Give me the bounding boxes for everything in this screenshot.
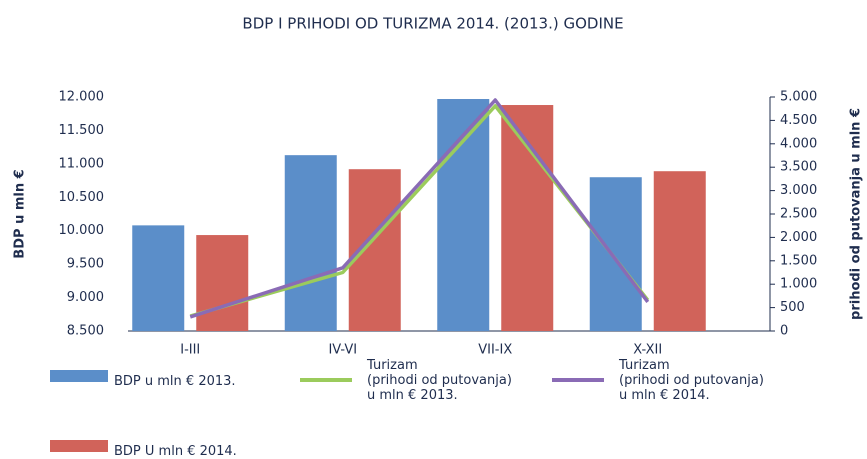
y2-tick-label: 0 — [780, 324, 788, 339]
legend-label: BDP U mln € 2014. — [114, 444, 237, 459]
x-tick-label: I-III — [180, 343, 200, 358]
legend-label: Turizam (prihodi od putovanja) u mln € 2… — [619, 358, 764, 403]
y2-tick-label: 1.500 — [780, 253, 817, 268]
y-axis-title: BDP u mln € — [13, 169, 28, 258]
legend-label: Turizam (prihodi od putovanja) u mln € 2… — [367, 358, 512, 403]
bar — [132, 225, 185, 331]
bar — [653, 171, 706, 331]
y-tick-label: 11.500 — [59, 123, 105, 138]
y2-tick-label: 5.000 — [780, 90, 817, 105]
y-tick-label: 11.000 — [59, 156, 105, 171]
y-tick-label: 8.500 — [67, 324, 104, 339]
y2-tick-label: 2.500 — [780, 207, 817, 222]
y2-tick-label: 3.500 — [780, 160, 817, 175]
legend-swatch — [50, 370, 108, 382]
bar — [284, 155, 337, 331]
y-tick-label: 12.000 — [59, 90, 105, 105]
y-tick-label: 10.500 — [59, 190, 105, 205]
y-tick-label: 10.000 — [59, 223, 105, 238]
x-tick-label: X-XII — [633, 343, 662, 358]
y2-tick-label: 3.000 — [780, 183, 817, 198]
y-tick-label: 9.000 — [67, 290, 104, 305]
y2-tick-label: 2.000 — [780, 230, 817, 245]
x-tick-label: VII-IX — [478, 343, 512, 358]
y-tick-label: 9.500 — [67, 257, 104, 272]
bar — [501, 105, 554, 331]
bar — [589, 177, 642, 331]
y2-tick-label: 4.500 — [780, 113, 817, 128]
y2-tick-label: 4.000 — [780, 136, 817, 151]
bar — [196, 235, 249, 331]
legend-swatch — [50, 440, 108, 452]
x-tick-label: IV-VI — [328, 343, 357, 358]
line — [189, 98, 650, 319]
y2-axis-title: prihodi od putovanja u mln € — [849, 108, 864, 320]
y2-tick-label: 500 — [780, 300, 805, 315]
legend-label: BDP u mln € 2013. — [114, 374, 236, 389]
y2-tick-label: 1.000 — [780, 277, 817, 292]
chart-title: BDP I PRIHODI OD TURIZMA 2014. (2013.) G… — [242, 15, 623, 33]
